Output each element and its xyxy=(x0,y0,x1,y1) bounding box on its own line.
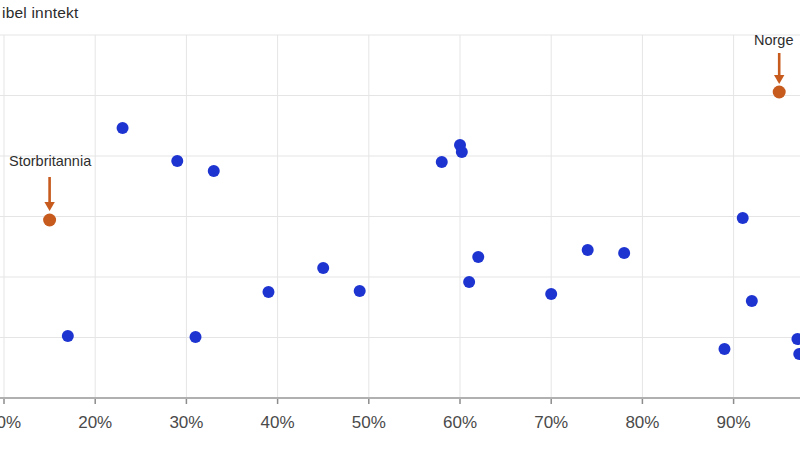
scatter-chart: 10%20%30%40%50%60%70%80%90%100% ibel inn… xyxy=(0,0,800,450)
data-point xyxy=(793,348,800,360)
x-tick-label: 10% xyxy=(0,413,21,432)
data-point xyxy=(117,122,129,134)
data-point xyxy=(737,212,749,224)
data-point-highlighted-storbritannia xyxy=(43,214,56,227)
chart-title: ibel inntekt xyxy=(2,4,79,22)
x-tick-label: 50% xyxy=(352,413,386,432)
x-tick-label: 70% xyxy=(534,413,568,432)
x-tick-label: 40% xyxy=(261,413,295,432)
data-point xyxy=(545,288,557,300)
x-tick-label: 20% xyxy=(78,413,112,432)
data-point xyxy=(208,165,220,177)
annotation-label-storbritannia: Storbritannia xyxy=(9,153,91,169)
x-tick-label: 60% xyxy=(443,413,477,432)
x-tick-label: 30% xyxy=(169,413,203,432)
data-point-highlighted-norge xyxy=(773,86,786,99)
annotation-arrowhead xyxy=(44,202,54,211)
data-point xyxy=(190,331,202,343)
x-tick-label: 90% xyxy=(717,413,751,432)
data-point xyxy=(354,285,366,297)
data-point xyxy=(746,295,758,307)
data-point xyxy=(317,262,329,274)
data-point xyxy=(618,247,630,259)
data-point xyxy=(62,330,74,342)
annotation-label-norge: Norge xyxy=(754,32,794,48)
annotation-arrowhead xyxy=(774,75,784,84)
data-point xyxy=(456,146,468,158)
data-point xyxy=(436,156,448,168)
data-point xyxy=(582,244,594,256)
data-point xyxy=(472,251,484,263)
data-point xyxy=(791,333,800,345)
data-point xyxy=(262,286,274,298)
x-tick-label: 80% xyxy=(625,413,659,432)
data-point xyxy=(171,155,183,167)
data-point xyxy=(463,276,475,288)
data-point xyxy=(718,343,730,355)
plot-area: 10%20%30%40%50%60%70%80%90%100% xyxy=(0,0,800,450)
